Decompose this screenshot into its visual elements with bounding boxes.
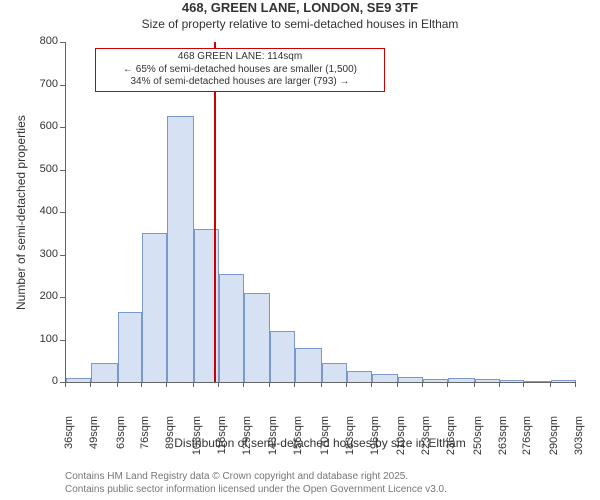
y-tick-label: 700	[30, 78, 58, 90]
y-tick-label: 500	[30, 163, 58, 175]
histogram-bar	[118, 312, 143, 382]
y-tick-mark	[60, 170, 65, 171]
x-tick-label: 76sqm	[139, 416, 151, 462]
x-tick-label: 303sqm	[573, 416, 585, 462]
x-tick-mark	[141, 382, 142, 387]
x-tick-label: 276sqm	[521, 416, 533, 462]
x-tick-mark	[346, 382, 347, 387]
y-tick-label: 400	[30, 205, 58, 217]
x-tick-mark	[321, 382, 322, 387]
y-tick-label: 300	[30, 248, 58, 260]
footer: Contains HM Land Registry data © Crown c…	[65, 470, 447, 496]
y-tick-label: 200	[30, 290, 58, 302]
y-tick-mark	[60, 85, 65, 86]
histogram-bar	[524, 381, 551, 382]
histogram-bar	[295, 348, 322, 382]
x-tick-label: 49sqm	[88, 416, 100, 462]
x-tick-mark	[575, 382, 576, 387]
histogram-bar	[167, 116, 194, 382]
chart-root: { "title": "468, GREEN LANE, LONDON, SE9…	[0, 0, 600, 500]
x-tick-label: 36sqm	[63, 416, 75, 462]
x-tick-mark	[422, 382, 423, 387]
x-tick-mark	[218, 382, 219, 387]
y-tick-label: 800	[30, 35, 58, 47]
x-tick-mark	[474, 382, 475, 387]
x-tick-label: 63sqm	[115, 416, 127, 462]
x-tick-label: 290sqm	[548, 416, 560, 462]
histogram-bar	[347, 371, 372, 382]
x-tick-mark	[499, 382, 500, 387]
y-tick-mark	[60, 42, 65, 43]
y-tick-mark	[60, 127, 65, 128]
histogram-bar	[142, 233, 167, 382]
histogram-bar	[372, 374, 399, 383]
y-axis-label: Number of semi-detached properties	[14, 115, 28, 310]
x-tick-mark	[447, 382, 448, 387]
footer-line1: Contains HM Land Registry data © Crown c…	[65, 470, 447, 483]
x-axis-label: Distribution of semi-detached houses by …	[160, 436, 480, 450]
histogram-bar	[475, 379, 500, 382]
y-tick-label: 600	[30, 120, 58, 132]
x-tick-mark	[294, 382, 295, 387]
histogram-bar	[423, 379, 448, 382]
y-tick-mark	[60, 340, 65, 341]
callout-line3: 34% of semi-detached houses are larger (…	[100, 76, 380, 89]
x-tick-mark	[193, 382, 194, 387]
callout-line1: 468 GREEN LANE: 114sqm	[100, 51, 380, 64]
y-tick-mark	[60, 297, 65, 298]
y-tick-label: 100	[30, 333, 58, 345]
x-tick-mark	[371, 382, 372, 387]
histogram-bar	[91, 363, 118, 382]
x-tick-mark	[65, 382, 66, 387]
x-tick-mark	[523, 382, 524, 387]
x-tick-mark	[397, 382, 398, 387]
x-tick-mark	[269, 382, 270, 387]
reference-vline	[214, 42, 216, 382]
x-tick-mark	[117, 382, 118, 387]
x-tick-mark	[550, 382, 551, 387]
plot-area	[65, 42, 576, 383]
y-tick-mark	[60, 255, 65, 256]
histogram-bar	[66, 378, 91, 382]
histogram-bar	[219, 274, 244, 382]
histogram-bar	[448, 378, 475, 382]
y-tick-mark	[60, 212, 65, 213]
histogram-bar	[322, 363, 347, 382]
x-tick-mark	[90, 382, 91, 387]
histogram-bar	[270, 331, 295, 382]
x-tick-mark	[243, 382, 244, 387]
histogram-bar	[500, 380, 525, 382]
y-tick-label: 0	[30, 375, 58, 387]
chart-subtitle: Size of property relative to semi-detach…	[0, 17, 600, 33]
chart-title: 468, GREEN LANE, LONDON, SE9 3TF	[0, 0, 600, 17]
callout-line2: ← 65% of semi-detached houses are smalle…	[100, 64, 380, 77]
histogram-bar	[551, 380, 576, 382]
histogram-bar	[244, 293, 271, 382]
footer-line2: Contains public sector information licen…	[65, 483, 447, 496]
x-tick-mark	[166, 382, 167, 387]
histogram-bar	[398, 377, 423, 382]
x-tick-label: 263sqm	[497, 416, 509, 462]
callout-box: 468 GREEN LANE: 114sqm ← 65% of semi-det…	[95, 48, 385, 92]
